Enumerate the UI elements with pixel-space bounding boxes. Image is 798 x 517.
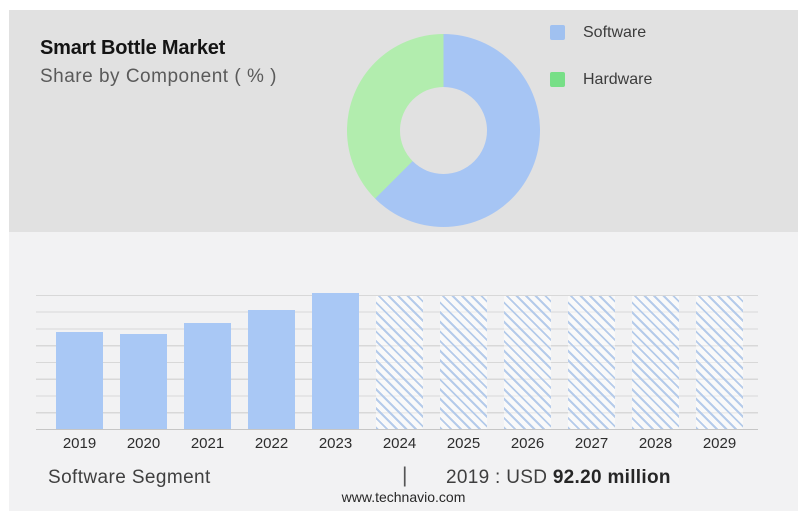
page-subtitle: Share by Component ( % ) <box>40 66 277 87</box>
x-axis-labels: 2019 2020 2021 2022 2023 2024 2025 2026 2027 2028… <box>36 435 758 455</box>
bar-2020 <box>120 334 167 429</box>
legend-label-software: Software <box>583 23 647 41</box>
footer-separator: | <box>402 464 408 487</box>
x-axis-label-2028: 2028 <box>638 435 673 452</box>
x-axis-label-2023: 2023 <box>318 435 353 452</box>
chart-panel: 2019 2020 2021 2022 2023 2024 2025 2026 2027 2028… <box>9 232 798 511</box>
bar-2019 <box>56 332 103 429</box>
legend-label-hardware: Hardware <box>583 70 653 88</box>
x-axis-label-2024: 2024 <box>382 435 417 452</box>
x-axis-label-2019: 2019 <box>62 435 97 452</box>
segment-value: 2019 : USD 92.20 million <box>446 467 671 489</box>
x-axis-label-2029: 2029 <box>702 435 737 452</box>
page-title: Smart Bottle Market <box>40 37 226 59</box>
x-axis-label-2026: 2026 <box>510 435 545 452</box>
legend: Software Hardware <box>550 23 652 117</box>
x-axis-label-2021: 2021 <box>190 435 225 452</box>
bar-2028 <box>632 296 679 429</box>
donut-chart <box>347 34 540 227</box>
bar-2029 <box>696 296 743 429</box>
donut-hole <box>400 87 487 174</box>
x-axis-label-2027: 2027 <box>574 435 609 452</box>
x-axis-label-2025: 2025 <box>446 435 481 452</box>
bar-chart-plot <box>36 293 758 430</box>
hardware-swatch-icon <box>550 72 565 87</box>
software-swatch-icon <box>550 25 565 40</box>
bar-2026 <box>504 296 551 429</box>
segment-value-prefix: 2019 : USD <box>446 467 553 488</box>
bar-2025 <box>440 296 487 429</box>
bar-2021 <box>184 323 231 429</box>
bar-2022 <box>248 310 295 429</box>
bar-2027 <box>568 296 615 429</box>
segment-label: Software Segment <box>48 467 211 488</box>
website-text: www.technavio.com <box>341 489 466 505</box>
bar-2023 <box>312 293 359 429</box>
x-axis-label-2020: 2020 <box>126 435 161 452</box>
segment-value-bold: 92.20 million <box>552 467 671 488</box>
header-panel: Smart Bottle Market Share by Component (… <box>9 10 798 232</box>
legend-item-hardware: Hardware <box>550 70 652 89</box>
bar-2024 <box>376 296 423 429</box>
legend-item-software: Software <box>550 23 652 42</box>
x-axis-label-2022: 2022 <box>254 435 289 452</box>
